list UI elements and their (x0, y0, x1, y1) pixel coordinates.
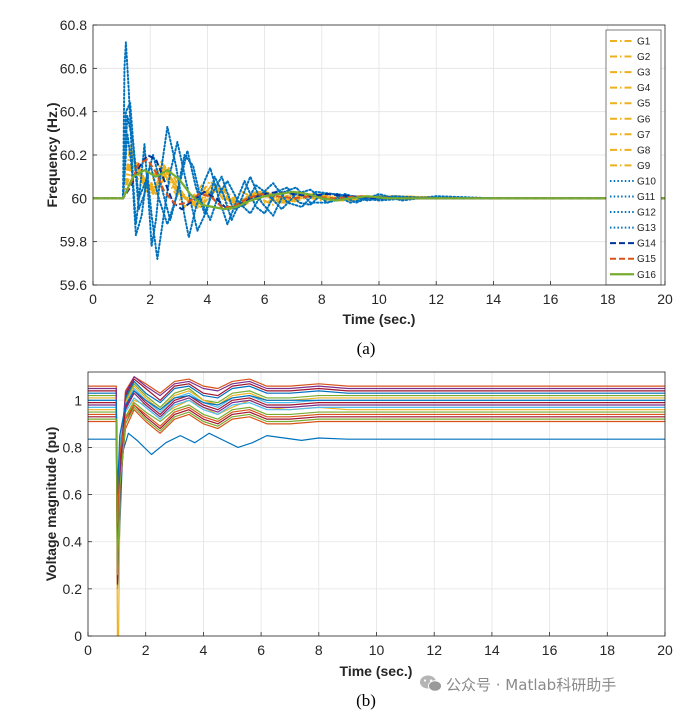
series-line-g7 (93, 164, 665, 206)
legend-label: G1 (637, 37, 651, 48)
y-tick-label: 0 (74, 628, 82, 644)
legend-label: G8 (637, 145, 651, 156)
wechat-icon (420, 675, 442, 692)
legend-label: G13 (637, 223, 656, 234)
legend-label: G7 (637, 130, 651, 141)
x-tick-label: 18 (600, 291, 616, 307)
frequency-chart: 0 2 4 6 8 10 12 14 16 18 20 59.6 59.8 60 60.2 60.4 60.6… (44, 17, 673, 358)
y-tick-labels: 0 0.2 0.4 0.6 0.8 1 (63, 392, 83, 644)
watermark: 公众号 · Matlab科研助手 (420, 675, 616, 694)
y-tick-label: 0.2 (63, 581, 83, 597)
series-group (88, 376, 665, 636)
y-tick-label: 60.2 (60, 147, 87, 163)
y-tick-label: 0.4 (63, 534, 83, 550)
x-tick-labels: 0 2 4 6 8 10 12 14 16 18 20 (84, 642, 673, 658)
series-line-17 (88, 390, 665, 496)
y-tick-label: 59.6 (60, 277, 87, 293)
x-tick-label: 6 (257, 642, 265, 658)
y-tick-label: 0.8 (63, 439, 83, 455)
plot-frame (92, 24, 666, 286)
x-tick-label: 16 (542, 642, 558, 658)
legend-label: G3 (637, 68, 651, 79)
legend-label: G11 (637, 192, 656, 203)
legend-label: G9 (637, 161, 651, 172)
x-tick-label: 20 (657, 291, 673, 307)
watermark-text: 公众号 · Matlab科研助手 (446, 676, 616, 694)
x-tick-label: 4 (204, 291, 212, 307)
x-tick-label: 14 (484, 642, 500, 658)
x-tick-label: 6 (261, 291, 269, 307)
x-axis-label: Time (sec.) (343, 311, 416, 327)
legend-label: G15 (637, 254, 656, 265)
x-tick-label: 20 (657, 642, 673, 658)
legend-label: G4 (637, 83, 651, 94)
legend-label: G16 (637, 270, 656, 281)
series-line-1 (88, 432, 665, 590)
legend-label: G2 (637, 52, 651, 63)
legend: G1 G2 G3 G4 G5 G6 G7 G8 G9 G10 G11 G12 G13 G14 G15 G16 (605, 29, 662, 286)
x-tick-label: 14 (486, 291, 502, 307)
x-tick-label: 0 (89, 291, 97, 307)
x-tick-labels: 0 2 4 6 8 10 12 14 16 18 20 (89, 291, 673, 307)
x-tick-label: 16 (543, 291, 559, 307)
x-tick-label: 4 (200, 642, 208, 658)
y-tick-label: 60.6 (60, 60, 87, 76)
x-tick-label: 18 (600, 642, 616, 658)
y-tick-label: 1 (74, 392, 82, 408)
series-line-16 (88, 404, 665, 524)
series-line-18 (88, 406, 665, 576)
x-tick-label: 2 (142, 642, 150, 658)
x-tick-label: 12 (426, 642, 442, 658)
legend-label: G6 (637, 114, 651, 125)
y-tick-labels: 59.6 59.8 60 60.2 60.4 60.6 60.8 (60, 17, 87, 293)
series-group (93, 41, 665, 260)
y-tick-label: 59.8 (60, 234, 87, 250)
y-tick-label: 60.4 (60, 104, 87, 120)
x-axis-label: Time (sec.) (340, 663, 413, 679)
series-line-g9 (93, 162, 665, 208)
x-tick-label: 8 (318, 291, 326, 307)
legend-label: G14 (637, 239, 656, 250)
y-axis-label: Frequency (Hz.) (44, 102, 60, 207)
series-line-g16 (93, 169, 665, 211)
legend-label: G12 (637, 208, 656, 219)
y-axis-label: Voltage magnitude (pu) (43, 427, 59, 582)
x-tick-label: 2 (146, 291, 154, 307)
series-line-g14 (93, 154, 665, 211)
plot-frame (87, 371, 666, 637)
x-tick-label: 10 (369, 642, 385, 658)
x-tick-label: 10 (371, 291, 387, 307)
y-tick-label: 60 (71, 190, 87, 206)
x-tick-label: 12 (428, 291, 444, 307)
x-tick-label: 8 (315, 642, 323, 658)
caption-b: (b) (356, 691, 376, 710)
caption-a: (a) (357, 339, 376, 358)
y-tick-label: 60.8 (60, 17, 87, 33)
legend-label: G5 (637, 99, 651, 110)
y-tick-label: 0.6 (63, 487, 83, 503)
legend-label: G10 (637, 176, 656, 187)
voltage-chart: 0 2 4 6 8 10 12 14 16 18 20 0 0.2 0.4 0.6 0.8 1 Time (s… (43, 371, 673, 710)
x-tick-label: 0 (84, 642, 92, 658)
